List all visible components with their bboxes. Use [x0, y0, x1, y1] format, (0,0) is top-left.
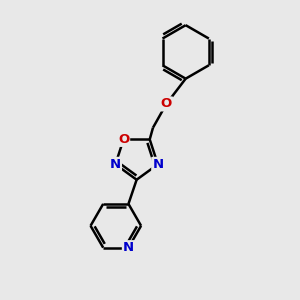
Text: O: O — [118, 133, 129, 146]
Text: N: N — [152, 158, 164, 171]
Text: N: N — [110, 158, 121, 171]
Text: N: N — [123, 241, 134, 254]
Text: O: O — [161, 98, 172, 110]
